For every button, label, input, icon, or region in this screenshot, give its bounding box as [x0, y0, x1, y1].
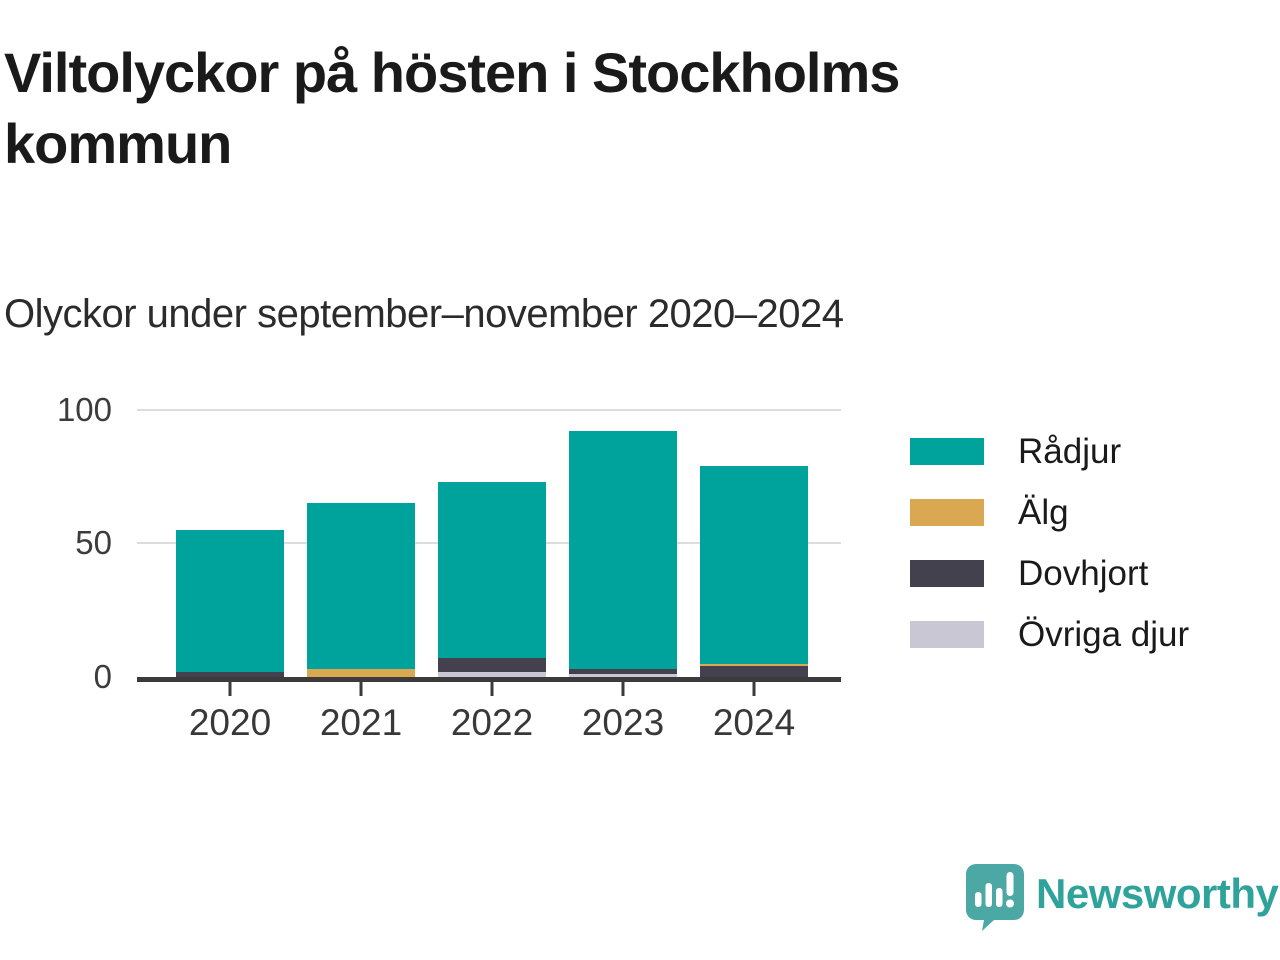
x-axis-label-2024: 2024: [712, 702, 796, 743]
x-axis-tick: [752, 681, 756, 696]
legend-swatch-icon: [910, 621, 984, 648]
bar-segment-2024-Rådjur: [700, 465, 808, 664]
bar-2024: [700, 0, 808, 677]
x-axis-label-2022: 2022: [450, 702, 534, 743]
bar-segment-2023-Rådjur: [569, 430, 677, 669]
bar-segment-2023-Dovhjort: [569, 668, 677, 675]
x-axis-tick: [228, 681, 232, 696]
x-axis-tick: [490, 681, 494, 696]
legend-label: Älg: [1018, 492, 1069, 532]
legend-swatch-icon: [910, 560, 984, 587]
y-axis-tick-label: 50: [75, 524, 112, 562]
newsworthy-wordmark: Newsworthy: [1036, 870, 1279, 917]
bar-2020: [176, 0, 284, 677]
bar-segment-2021-Älg: [307, 668, 415, 677]
bar-segment-2022-Rådjur: [438, 481, 546, 659]
bar-segment-2024-Älg: [700, 663, 808, 667]
legend-item-Rådjur: Rådjur: [910, 432, 1230, 471]
x-axis-label-2021: 2021: [319, 702, 403, 743]
legend-item-Övriga djur: Övriga djur: [910, 615, 1230, 654]
y-axis-tick-label: 0: [93, 658, 112, 695]
bar-segment-2022-Övriga djur: [438, 671, 546, 677]
x-axis-line: [137, 677, 841, 682]
bar-segment-2023-Övriga djur: [569, 674, 677, 677]
x-axis-tick: [359, 681, 363, 696]
y-gridline-100: [137, 408, 841, 411]
legend-swatch-icon: [910, 438, 984, 465]
legend-swatch-icon: [910, 499, 984, 526]
chart-subtitle: Olyckor under september–november 2020–20…: [4, 292, 844, 336]
bar-segment-2021-Rådjur: [307, 503, 415, 669]
legend-item-Älg: Älg: [910, 493, 1230, 532]
legend-label: Övriga djur: [1018, 614, 1190, 654]
bar-2021: [307, 0, 415, 677]
newsworthy-branding: Newsworthy: [964, 862, 1279, 932]
bar-segment-2024-Dovhjort: [700, 666, 808, 677]
x-axis-tick: [621, 681, 625, 696]
bar-2023: [569, 0, 677, 677]
bar-segment-2022-Dovhjort: [438, 658, 546, 672]
legend-item-Dovhjort: Dovhjort: [910, 554, 1230, 593]
x-axis-label-2020: 2020: [188, 702, 272, 743]
legend-label: Dovhjort: [1018, 553, 1149, 593]
legend-label: Rådjur: [1018, 431, 1122, 471]
bar-2022: [438, 0, 546, 677]
y-axis-tick-label: 100: [56, 390, 112, 428]
x-axis-label-2023: 2023: [581, 702, 665, 743]
newsworthy-logo-icon: [966, 864, 1024, 931]
chart-title: Viltolyckor på hösten i Stockholms kommu…: [4, 41, 900, 175]
bar-segment-2020-Rådjur: [176, 529, 284, 672]
bar-segment-2020-Dovhjort: [176, 671, 284, 677]
